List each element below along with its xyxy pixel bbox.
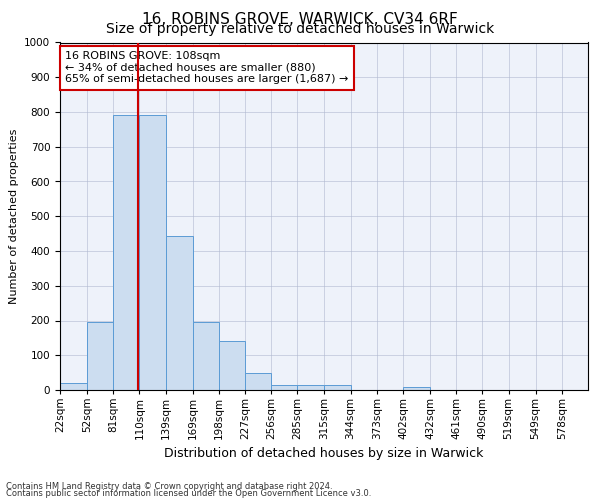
Bar — [298, 386, 325, 390]
Bar — [139, 116, 166, 390]
X-axis label: Distribution of detached houses by size in Warwick: Distribution of detached houses by size … — [164, 448, 484, 460]
Bar — [60, 383, 87, 390]
Bar — [219, 342, 245, 390]
Bar — [271, 385, 298, 390]
Bar — [166, 236, 193, 390]
Bar — [403, 386, 430, 390]
Bar — [113, 116, 139, 390]
Bar — [193, 322, 219, 390]
Bar — [325, 386, 350, 390]
Text: 16 ROBINS GROVE: 108sqm
← 34% of detached houses are smaller (880)
65% of semi-d: 16 ROBINS GROVE: 108sqm ← 34% of detache… — [65, 51, 349, 84]
Text: Contains public sector information licensed under the Open Government Licence v3: Contains public sector information licen… — [6, 489, 371, 498]
Bar — [245, 372, 271, 390]
Bar — [87, 322, 113, 390]
Text: Size of property relative to detached houses in Warwick: Size of property relative to detached ho… — [106, 22, 494, 36]
Text: Contains HM Land Registry data © Crown copyright and database right 2024.: Contains HM Land Registry data © Crown c… — [6, 482, 332, 491]
Y-axis label: Number of detached properties: Number of detached properties — [8, 128, 19, 304]
Text: 16, ROBINS GROVE, WARWICK, CV34 6RF: 16, ROBINS GROVE, WARWICK, CV34 6RF — [142, 12, 458, 28]
